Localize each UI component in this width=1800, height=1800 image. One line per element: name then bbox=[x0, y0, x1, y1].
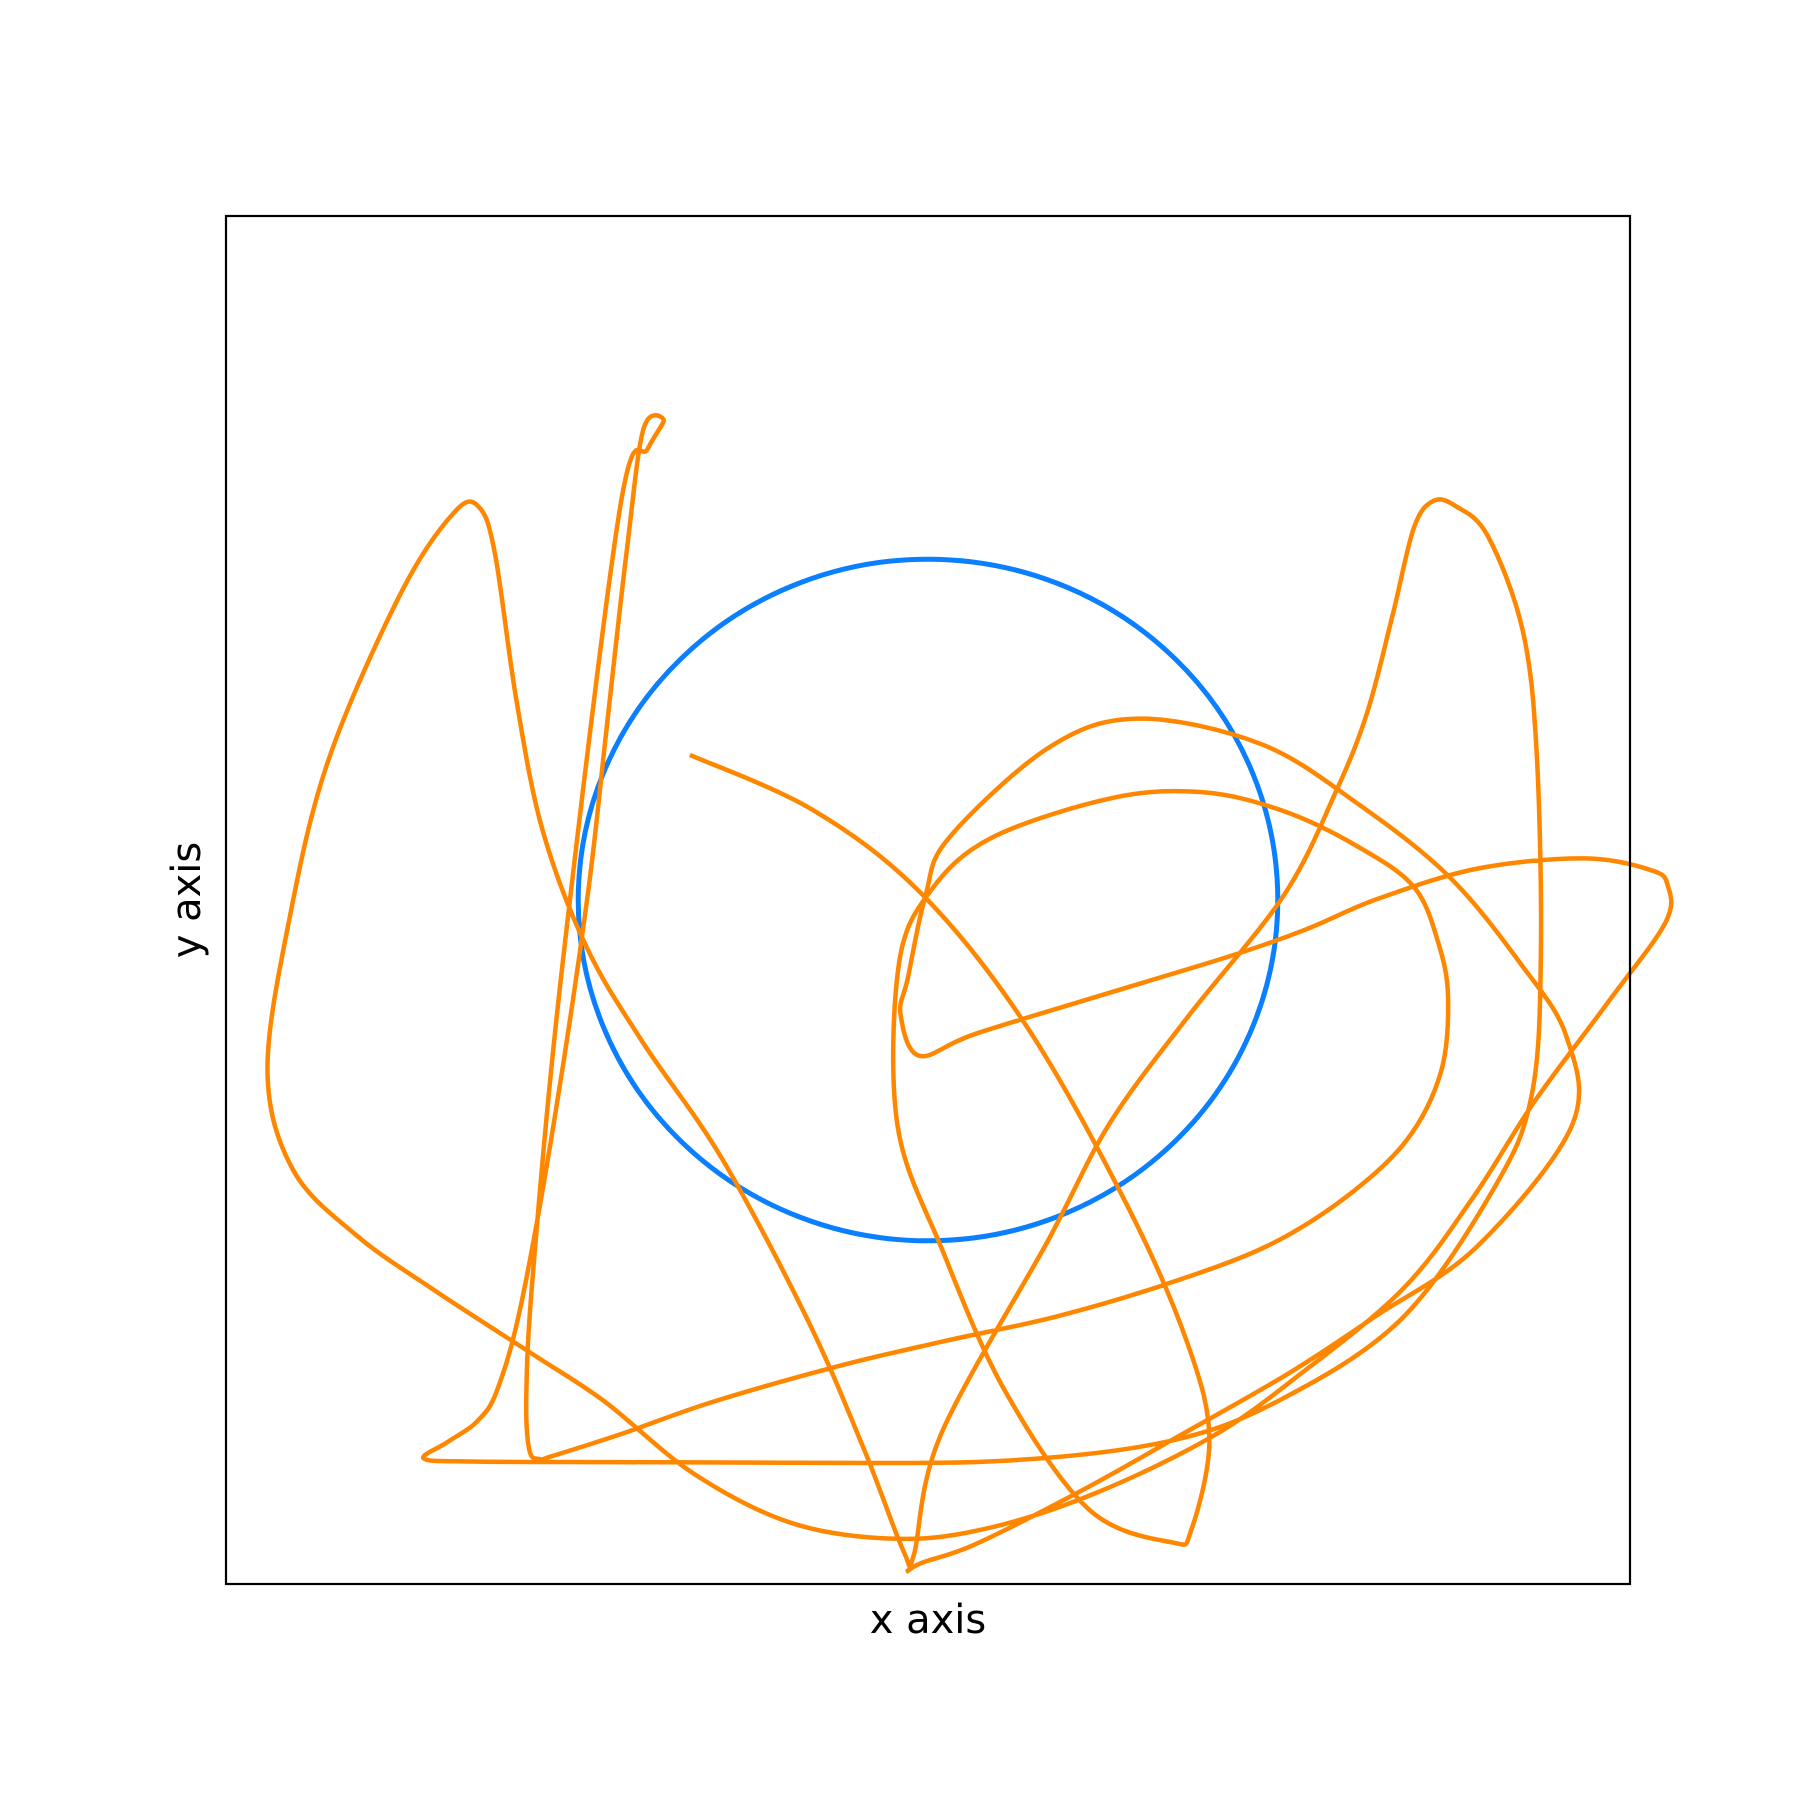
axes-frame bbox=[224, 214, 1632, 1586]
y-axis-label: y axis bbox=[164, 842, 210, 959]
x-axis-label: x axis bbox=[870, 1597, 987, 1643]
series-circle-line bbox=[575, 556, 1281, 1244]
series-layer bbox=[265, 413, 1674, 1575]
series-curve-line bbox=[265, 413, 1674, 1575]
